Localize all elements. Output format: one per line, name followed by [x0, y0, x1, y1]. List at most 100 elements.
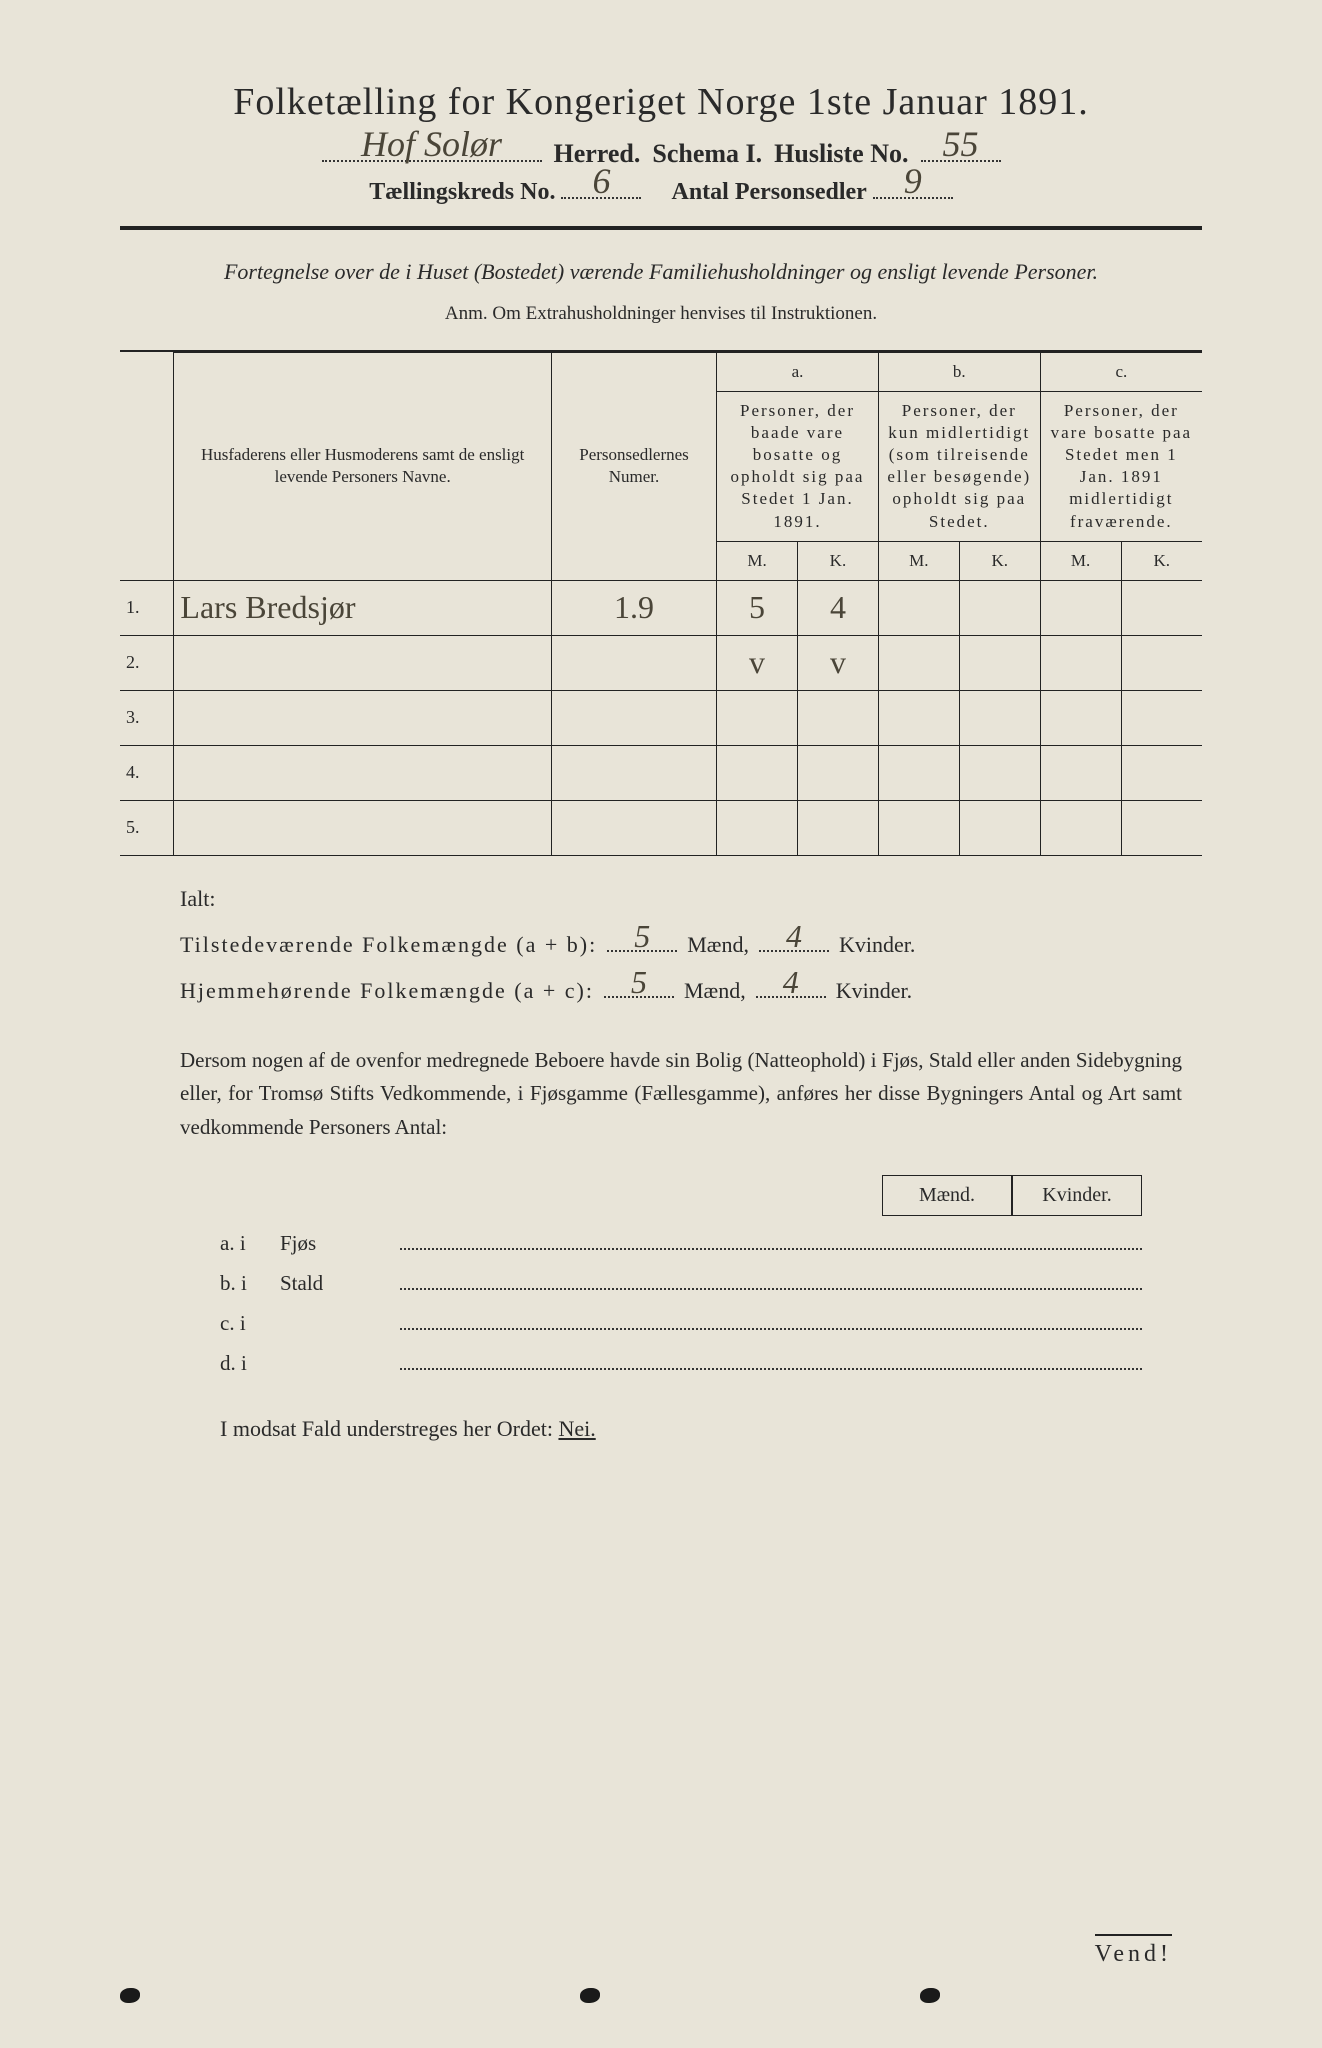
th-b: Personer, der kun midlertidigt (som tilr…	[878, 392, 1040, 542]
row-b-k	[959, 800, 1040, 855]
row-a-k: v	[798, 635, 879, 690]
row-c-k	[1121, 745, 1202, 800]
sub-row: c. i	[220, 1311, 1142, 1336]
ink-spot-icon	[120, 1988, 140, 2003]
footer-line: I modsat Fald understreges her Ordet: Ne…	[220, 1416, 1202, 1442]
sub-row-dots	[400, 1248, 1142, 1250]
sub-row-label: a. i	[220, 1231, 280, 1256]
hjemme-k-field: 4	[756, 973, 826, 998]
sub-row-label: b. i	[220, 1271, 280, 1296]
sub-row-dots	[400, 1368, 1142, 1370]
hjemme-m-field: 5	[604, 973, 674, 998]
th-c-label: c.	[1040, 353, 1202, 392]
table-row: 5.	[120, 800, 1202, 855]
row-a-k	[798, 745, 879, 800]
table-row: 3.	[120, 690, 1202, 745]
summary-section: Ialt: Tilstedeværende Folkemængde (a + b…	[180, 886, 1202, 1004]
sub-row: b. i Stald	[220, 1271, 1142, 1296]
ialt-line: Ialt:	[180, 886, 1202, 912]
table-row: 4.	[120, 745, 1202, 800]
row-sedler	[551, 745, 716, 800]
schema-label: Schema I.	[652, 139, 762, 169]
sub-kvinder: Kvinder.	[1012, 1175, 1142, 1216]
paragraph-text: Dersom nogen af de ovenfor medregnede Be…	[180, 1044, 1182, 1145]
row-a-k	[798, 690, 879, 745]
th-a: Personer, der baade vare bosatte og opho…	[717, 392, 879, 542]
husliste-value: 55	[921, 123, 1001, 165]
hjemme-m: 5	[604, 964, 674, 1001]
row-c-k	[1121, 580, 1202, 635]
sub-row: a. i Fjøs	[220, 1231, 1142, 1256]
header-row-2: Tællingskreds No. 6 Antal Personsedler 9	[120, 179, 1202, 206]
row-a-k	[798, 800, 879, 855]
personsedler-value: 9	[873, 160, 953, 202]
row-a-m	[717, 745, 798, 800]
table-row: 2. v v	[120, 635, 1202, 690]
hjemme-label: Hjemmehørende Folkemængde (a + c):	[180, 978, 594, 1004]
ink-spot-icon	[920, 1988, 940, 2003]
sub-row: d. i	[220, 1351, 1142, 1376]
sub-row-label: c. i	[220, 1311, 280, 1336]
row-b-m	[878, 580, 959, 635]
th-b-m: M.	[878, 541, 959, 580]
vend-label: Vend!	[1095, 1934, 1172, 1968]
th-a-m: M.	[717, 541, 798, 580]
sub-maend: Mænd.	[882, 1175, 1012, 1216]
row-c-m	[1040, 580, 1121, 635]
anm-text: Anm. Om Extrahusholdninger henvises til …	[120, 303, 1202, 325]
row-a-k: 4	[798, 580, 879, 635]
row-a-m	[717, 800, 798, 855]
personsedler-field: 9	[873, 197, 953, 199]
row-sedler	[551, 635, 716, 690]
row-a-m	[717, 690, 798, 745]
row-num: 5.	[120, 800, 174, 855]
row-num: 4.	[120, 745, 174, 800]
th-a-label: a.	[717, 353, 879, 392]
row-sedler	[551, 690, 716, 745]
row-c-k	[1121, 800, 1202, 855]
row-c-m	[1040, 690, 1121, 745]
sub-row-dots	[400, 1328, 1142, 1330]
row-b-m	[878, 690, 959, 745]
row-sedler	[551, 800, 716, 855]
kreds-field: 6	[561, 197, 641, 199]
kvinder-label-2: Kvinder.	[836, 978, 912, 1004]
personsedler-label: Antal Personsedler	[671, 179, 866, 205]
row-name	[174, 690, 552, 745]
th-c: Personer, der vare bosatte paa Stedet me…	[1040, 392, 1202, 542]
row-num: 2.	[120, 635, 174, 690]
row-c-k	[1121, 690, 1202, 745]
sub-row-text: Fjøs	[280, 1231, 400, 1256]
th-c-m: M.	[1040, 541, 1121, 580]
tilstede-k-field: 4	[759, 927, 829, 952]
divider-1	[120, 226, 1202, 230]
sub-row-dots	[400, 1288, 1142, 1290]
th-name: Husfaderens eller Husmoderens samt de en…	[174, 353, 552, 581]
row-b-m	[878, 745, 959, 800]
hjemme-k: 4	[756, 964, 826, 1001]
tilstede-m-field: 5	[607, 927, 677, 952]
row-c-k	[1121, 635, 1202, 690]
maend-label-1: Mænd,	[687, 932, 749, 958]
herred-field: Hof Solør	[322, 160, 542, 162]
ialt-label: Ialt:	[180, 886, 215, 912]
row-a-m: v	[717, 635, 798, 690]
page-title: Folketælling for Kongeriget Norge 1ste J…	[120, 80, 1202, 124]
row-b-m	[878, 635, 959, 690]
description-text: Fortegnelse over de i Huset (Bostedet) v…	[120, 255, 1202, 288]
row-b-k	[959, 635, 1040, 690]
row-num: 3.	[120, 690, 174, 745]
row-c-m	[1040, 800, 1121, 855]
row-num: 1.	[120, 580, 174, 635]
th-c-k: K.	[1121, 541, 1202, 580]
tilstede-k: 4	[759, 918, 829, 955]
sub-table: Mænd. Kvinder. a. i Fjøs b. i Stald c. i…	[220, 1175, 1142, 1376]
kvinder-label-1: Kvinder.	[839, 932, 915, 958]
tilstede-m: 5	[607, 918, 677, 955]
footer-nei: Nei.	[558, 1416, 595, 1441]
ink-spot-icon	[580, 1988, 600, 2003]
header-row-1: Hof Solør Herred. Schema I. Husliste No.…	[120, 139, 1202, 169]
table-row: 1. Lars Bredsjør 1.9 5 4	[120, 580, 1202, 635]
row-sedler: 1.9	[551, 580, 716, 635]
kreds-value: 6	[561, 160, 641, 202]
